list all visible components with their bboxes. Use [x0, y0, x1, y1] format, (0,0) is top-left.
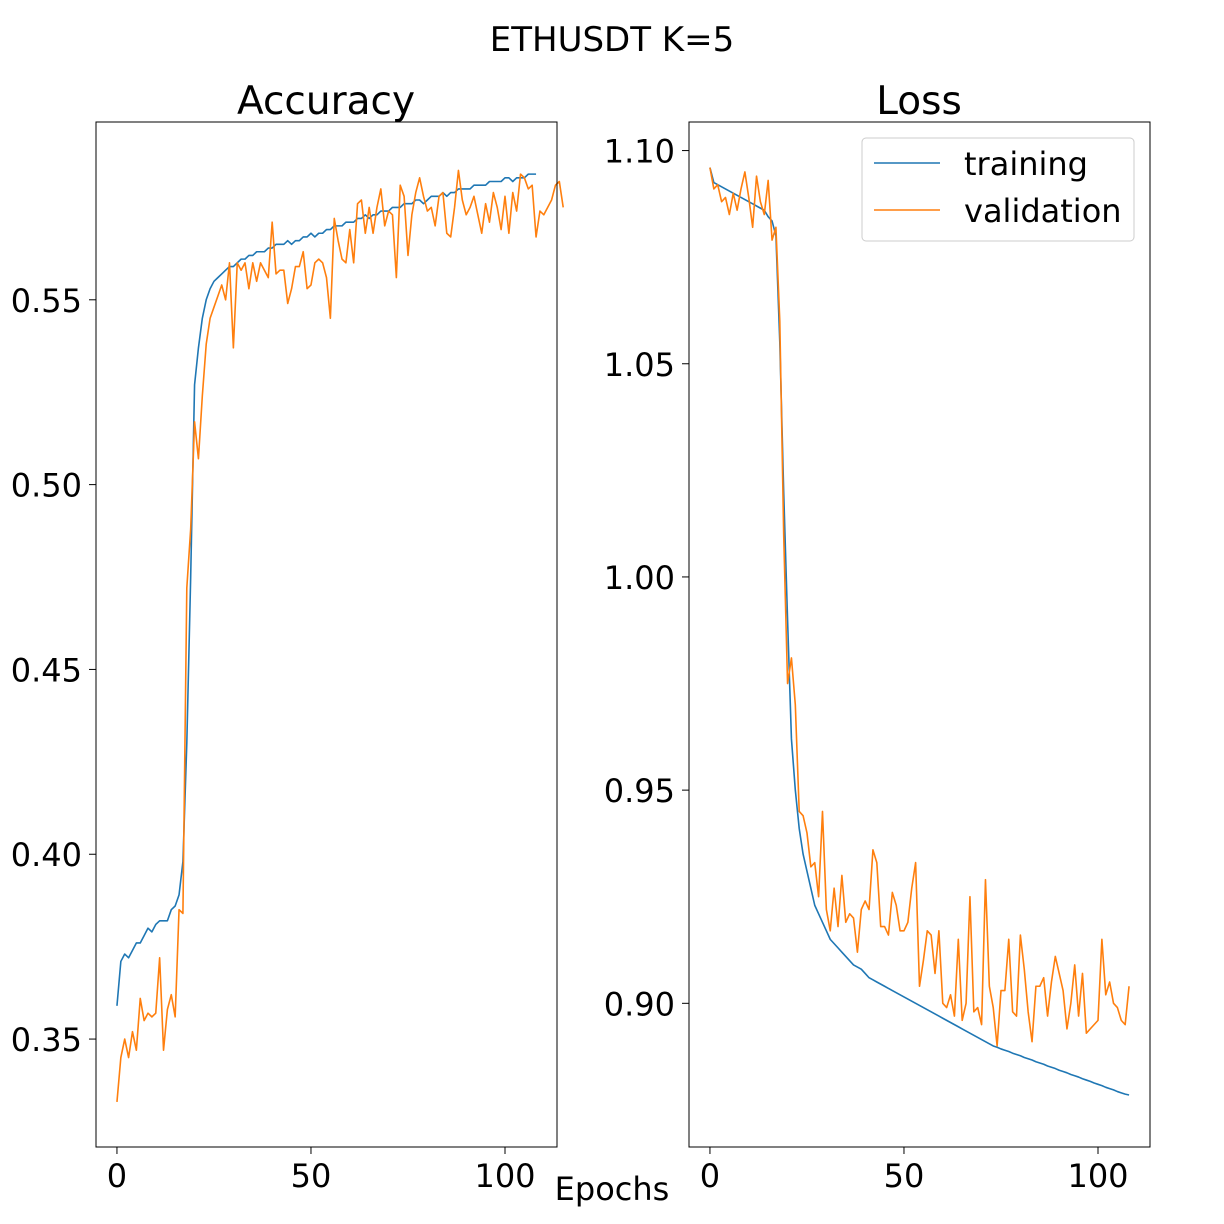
accuracy-axes-frame	[95, 121, 558, 1148]
loss-ytick-label: 0.95	[604, 772, 675, 810]
accuracy-xtick-label: 0	[107, 1157, 127, 1195]
accuracy-series-validation	[116, 169, 565, 1102]
accuracy-title: Accuracy	[237, 79, 415, 124]
accuracy-ytick-label: 0.45	[11, 651, 82, 689]
loss-ytick-label: 0.90	[604, 985, 675, 1023]
legend-label-validation: validation	[964, 192, 1122, 230]
accuracy-ytick-label: 0.55	[11, 282, 82, 320]
loss-xtick-label: 100	[1067, 1157, 1128, 1195]
accuracy-xtick-label: 50	[291, 1157, 332, 1195]
loss-axes-frame	[688, 121, 1151, 1148]
loss-ytick-label: 1.10	[604, 133, 675, 171]
loss-series-layer	[709, 167, 1130, 1096]
loss-xtick-label: 50	[884, 1157, 925, 1195]
accuracy-xtick-label: 100	[474, 1157, 535, 1195]
loss-panel: Loss 0 50 100 0.90 0.95 1.00 1.05 1.10 training…	[604, 79, 1151, 1195]
loss-tick-layer: 0 50 100 0.90 0.95 1.00 1.05 1.10	[604, 133, 1129, 1195]
loss-xtick-label: 0	[700, 1157, 720, 1195]
loss-series-validation	[709, 167, 1130, 1047]
loss-ytick-label: 1.00	[604, 559, 675, 597]
loss-title: Loss	[876, 79, 962, 124]
accuracy-ytick-label: 0.35	[11, 1021, 82, 1059]
legend-label-training: training	[964, 145, 1088, 183]
accuracy-ytick-label: 0.50	[11, 467, 82, 505]
figure-suptitle: ETHUSDT K=5	[490, 20, 734, 60]
accuracy-ytick-label: 0.40	[11, 836, 82, 874]
accuracy-tick-layer: 0 50 100 0.35 0.40 0.45 0.50 0.55	[11, 282, 536, 1195]
accuracy-series-training	[116, 173, 537, 1006]
shared-xlabel: Epochs	[555, 1170, 670, 1208]
loss-ytick-label: 1.05	[604, 346, 675, 384]
accuracy-panel: Accuracy 0 50 100 0.35 0.40 0.45 0.50 0.55	[11, 79, 565, 1195]
accuracy-series-layer	[116, 169, 565, 1102]
loss-legend: training validation	[861, 137, 1135, 242]
